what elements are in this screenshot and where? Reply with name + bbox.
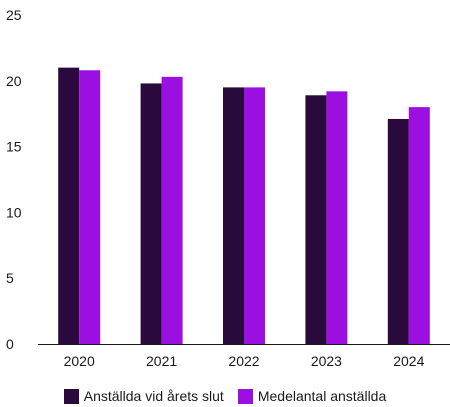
y-tick-label: 25 [6, 7, 22, 23]
bar-average-2021 [161, 76, 183, 345]
x-tick-label: 2023 [311, 353, 342, 369]
y-tick-label: 15 [6, 139, 22, 155]
y-tick-label: 10 [6, 204, 22, 220]
x-tick-label: 2024 [393, 353, 424, 369]
y-tick-label: 20 [6, 73, 22, 89]
bar-average-2022 [244, 87, 265, 344]
legend-label-average: Medelantal anställda [257, 388, 387, 404]
x-tick-label: 2020 [64, 353, 95, 369]
x-axis-ticks: 2020 2021 2022 2023 2024 [64, 353, 425, 369]
y-axis-ticks: 0 5 10 15 20 25 [6, 7, 22, 352]
bar-average-2020 [79, 70, 101, 344]
bar-year-end-2024 [387, 118, 409, 345]
y-tick-label: 0 [6, 336, 14, 352]
bar-chart: 0 5 10 15 20 25 2020 2021 2022 2023 2024 [6, 7, 450, 369]
legend-swatch-year-end [63, 388, 79, 404]
bar-average-2024 [408, 107, 430, 345]
legend-item-year-end: Anställda vid årets slut [63, 388, 224, 404]
legend-swatch-average [237, 388, 253, 404]
bar-year-end-2023 [305, 95, 327, 344]
legend-item-average: Medelantal anställda [237, 388, 387, 404]
x-tick-label: 2022 [228, 353, 259, 369]
bar-year-end-2020 [58, 67, 80, 344]
x-tick-label: 2021 [146, 353, 177, 369]
y-tick-label: 5 [6, 270, 14, 286]
legend-label-year-end: Anställda vid årets slut [83, 388, 224, 404]
bars [58, 67, 430, 345]
bar-year-end-2021 [140, 83, 162, 344]
legend: Anställda vid årets slut Medelantal anst… [0, 386, 450, 406]
bar-average-2023 [326, 91, 348, 344]
bar-year-end-2022 [223, 87, 244, 344]
